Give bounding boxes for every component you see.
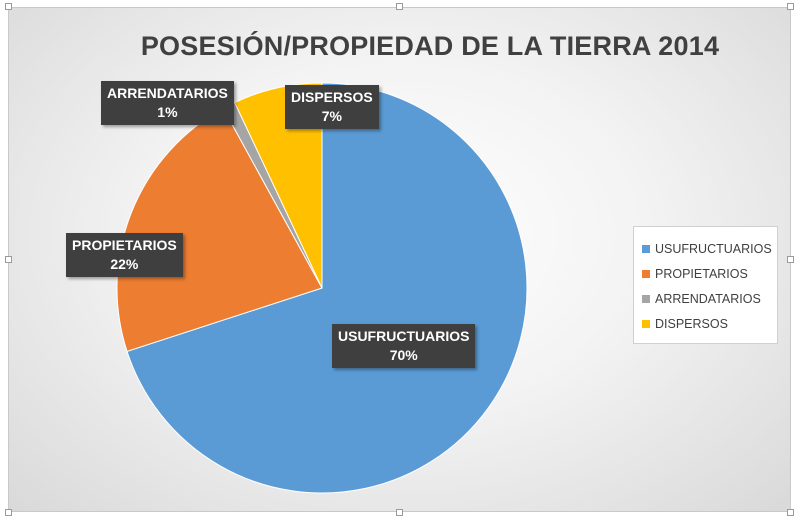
data-label-dispersos: DISPERSOS 7% bbox=[285, 85, 379, 129]
legend-label: PROPIETARIOS bbox=[655, 266, 748, 281]
data-label-name: ARRENDATARIOS bbox=[107, 85, 228, 101]
legend-item-arrendatarios[interactable]: ARRENDATARIOS bbox=[642, 286, 777, 311]
data-label-percent: 7% bbox=[321, 108, 342, 124]
pie-slice-propietarios[interactable] bbox=[116, 107, 323, 352]
resize-handle-top-right[interactable] bbox=[787, 3, 794, 10]
pie-slice-dispersos[interactable] bbox=[234, 82, 323, 289]
chart-legend[interactable]: USUFRUCTUARIOS PROPIETARIOS ARRENDATARIO… bbox=[633, 226, 778, 344]
resize-handle-bottom-right[interactable] bbox=[787, 509, 794, 516]
data-label-percent: 22% bbox=[110, 256, 139, 272]
legend-label: DISPERSOS bbox=[655, 316, 728, 331]
resize-handle-middle-right[interactable] bbox=[787, 256, 794, 263]
legend-label: ARRENDATARIOS bbox=[655, 291, 761, 306]
legend-swatch bbox=[642, 269, 650, 278]
data-label-usufructuarios: USUFRUCTUARIOS 70% bbox=[332, 324, 476, 368]
legend-item-propietarios[interactable]: PROPIETARIOS bbox=[642, 261, 777, 286]
pie-slice-usufructuarios[interactable] bbox=[126, 82, 528, 494]
data-label-propietarios: PROPIETARIOS 22% bbox=[66, 233, 183, 277]
legend-swatch bbox=[642, 294, 650, 303]
resize-handle-bottom-left[interactable] bbox=[5, 509, 12, 516]
data-label-arrendatarios: ARRENDATARIOS 1% bbox=[101, 81, 234, 125]
legend-label: USUFRUCTUARIOS bbox=[655, 241, 772, 256]
data-label-name: USUFRUCTUARIOS bbox=[338, 328, 470, 344]
data-label-name: DISPERSOS bbox=[291, 89, 373, 105]
resize-handle-top-left[interactable] bbox=[5, 3, 12, 10]
resize-handle-middle-left[interactable] bbox=[5, 256, 12, 263]
resize-handle-top-center[interactable] bbox=[396, 3, 403, 10]
legend-item-dispersos[interactable]: DISPERSOS bbox=[642, 311, 777, 336]
legend-item-usufructuarios[interactable]: USUFRUCTUARIOS bbox=[642, 236, 777, 261]
data-label-percent: 70% bbox=[389, 347, 418, 363]
data-label-name: PROPIETARIOS bbox=[72, 237, 177, 253]
resize-handle-bottom-center[interactable] bbox=[396, 509, 403, 516]
data-label-percent: 1% bbox=[157, 104, 178, 120]
chart-title: POSESIÓN/PROPIEDAD DE LA TIERRA 2014 bbox=[140, 31, 720, 61]
legend-swatch bbox=[642, 319, 650, 328]
legend-swatch bbox=[642, 244, 650, 253]
